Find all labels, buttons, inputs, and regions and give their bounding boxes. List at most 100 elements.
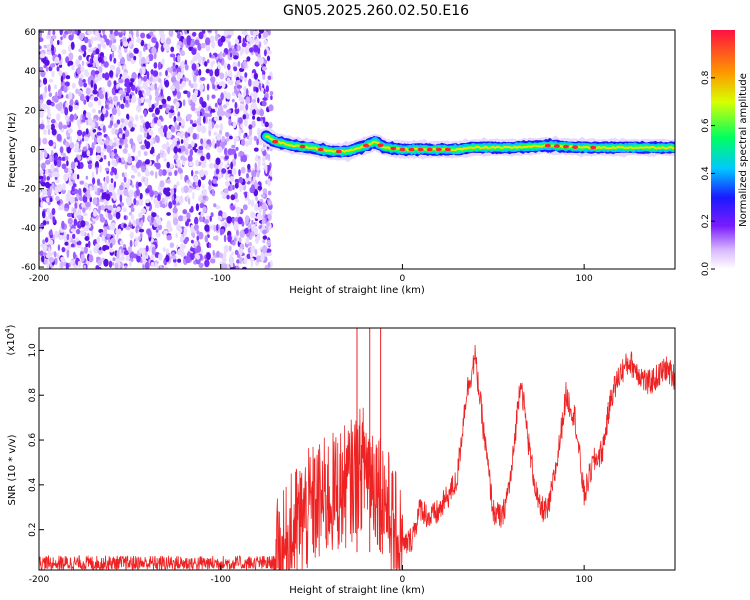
noise-cell bbox=[121, 172, 125, 177]
noise-cell bbox=[163, 230, 168, 236]
noise-cell bbox=[72, 207, 77, 213]
noise-cell bbox=[135, 162, 140, 169]
noise-cell bbox=[222, 52, 226, 57]
noise-cell bbox=[145, 55, 150, 64]
noise-cell bbox=[154, 162, 158, 167]
noise-cell bbox=[157, 61, 162, 70]
noise-cell bbox=[196, 117, 201, 126]
noise-cell bbox=[42, 188, 48, 196]
noise-cell bbox=[51, 128, 57, 136]
noise-cell bbox=[151, 103, 155, 110]
noise-cell bbox=[201, 30, 206, 34]
noise-cell bbox=[82, 79, 86, 83]
noise-cell bbox=[201, 184, 205, 189]
noise-cell bbox=[40, 162, 46, 170]
noise-cell bbox=[149, 31, 154, 36]
noise-cell bbox=[98, 207, 101, 215]
noise-cell bbox=[178, 215, 184, 222]
noise-cell bbox=[162, 266, 169, 269]
noise-cell bbox=[76, 129, 83, 136]
noise-cell bbox=[165, 37, 172, 45]
noise-cell bbox=[234, 249, 239, 255]
noise-cell bbox=[261, 100, 267, 107]
noise-cell bbox=[205, 215, 211, 220]
noise-cell bbox=[61, 246, 66, 253]
noise-cell bbox=[89, 58, 93, 65]
noise-cell bbox=[95, 166, 99, 175]
noise-cell bbox=[229, 266, 235, 269]
noise-cell bbox=[122, 244, 127, 248]
noise-cell bbox=[134, 155, 139, 163]
noise-cell bbox=[77, 154, 81, 161]
noise-cell bbox=[181, 67, 185, 75]
noise-cell bbox=[61, 156, 66, 161]
noise-cell bbox=[232, 185, 235, 190]
noise-cell bbox=[104, 104, 109, 109]
noise-cell bbox=[151, 246, 156, 255]
noise-cell bbox=[151, 212, 157, 218]
noise-cell bbox=[170, 105, 175, 111]
noise-cell bbox=[165, 248, 170, 254]
noise-cell bbox=[223, 188, 229, 194]
noise-cell bbox=[177, 40, 183, 46]
noise-cell bbox=[251, 219, 254, 225]
noise-cell bbox=[173, 155, 179, 159]
noise-cell bbox=[58, 69, 63, 77]
noise-cell bbox=[135, 114, 139, 122]
noise-cell bbox=[109, 64, 116, 70]
noise-cell bbox=[90, 229, 94, 238]
noise-cell bbox=[199, 202, 205, 209]
noise-cell bbox=[172, 62, 176, 67]
noise-cell bbox=[126, 113, 130, 121]
noise-cell bbox=[98, 66, 103, 74]
noise-cell bbox=[253, 30, 257, 37]
noise-cell bbox=[254, 61, 260, 67]
noise-cell bbox=[108, 260, 113, 268]
noise-cell bbox=[47, 128, 51, 135]
noise-cell bbox=[139, 124, 143, 133]
noise-cell bbox=[227, 41, 231, 49]
noise-cell bbox=[246, 173, 249, 179]
noise-cell bbox=[214, 68, 220, 77]
noise-cell bbox=[185, 148, 189, 156]
noise-cell bbox=[116, 250, 120, 259]
noise-cell bbox=[182, 99, 186, 107]
noise-cell bbox=[145, 121, 150, 130]
noise-cell bbox=[240, 123, 244, 129]
noise-cell bbox=[146, 70, 150, 80]
noise-cell bbox=[47, 84, 51, 92]
track-peak bbox=[553, 144, 560, 148]
track-peak bbox=[377, 143, 384, 147]
noise-cell bbox=[88, 163, 92, 170]
noise-cell bbox=[262, 155, 266, 163]
noise-cell bbox=[187, 155, 193, 163]
noise-cell bbox=[262, 97, 268, 101]
noise-cell bbox=[57, 89, 62, 97]
noise-cell bbox=[127, 156, 133, 164]
noise-cell bbox=[40, 223, 44, 228]
noise-cell bbox=[125, 255, 130, 262]
noise-cell bbox=[194, 39, 200, 46]
noise-cell bbox=[68, 52, 74, 61]
noise-cell bbox=[166, 161, 170, 169]
noise-cell bbox=[124, 143, 129, 149]
noise-cell bbox=[56, 113, 61, 122]
noise-cell bbox=[123, 223, 127, 229]
noise-cell bbox=[236, 259, 240, 264]
noise-cell bbox=[177, 248, 183, 255]
noise-cell bbox=[102, 43, 106, 49]
noise-cell bbox=[190, 224, 194, 234]
noise-cell bbox=[140, 96, 145, 104]
noise-cell bbox=[72, 233, 76, 239]
noise-cell bbox=[144, 176, 148, 183]
noise-cell bbox=[44, 159, 51, 165]
noise-cell bbox=[269, 170, 273, 177]
noise-cell bbox=[137, 182, 142, 187]
noise-cell bbox=[161, 143, 167, 150]
noise-cell bbox=[170, 125, 176, 133]
noise-cell bbox=[104, 138, 110, 146]
noise-cell bbox=[197, 179, 202, 188]
noise-cell bbox=[169, 242, 175, 248]
noise-cell bbox=[109, 70, 114, 78]
noise-cell bbox=[239, 104, 243, 112]
